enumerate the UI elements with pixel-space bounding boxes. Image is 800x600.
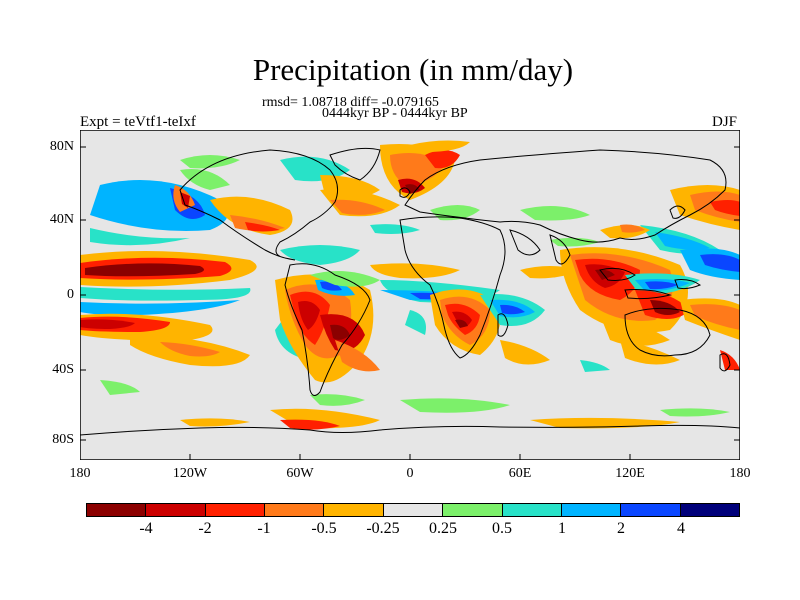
colorbar-label: 2 (617, 520, 625, 537)
season-label: DJF (712, 114, 738, 130)
lat-label-0: 0 (67, 287, 74, 302)
lon-label-60e: 60E (508, 466, 532, 481)
lat-label-40s: 40S (52, 362, 74, 377)
colorbar-swatch (324, 504, 384, 516)
colorbar-label: 0.5 (492, 520, 512, 537)
rmsd-diff-stats: rmsd= 1.08718 diff= -0.079165 (262, 95, 439, 110)
colorbar-swatch (383, 504, 444, 516)
experiment-label: Expt = teVtf1-teIxf (80, 114, 196, 130)
colorbar-label: -0.5 (311, 520, 337, 537)
colorbar-label: 4 (677, 520, 685, 537)
colorbar-swatch (443, 504, 503, 516)
lat-label-40n: 40N (49, 212, 74, 227)
lat-label-80n: 80N (49, 139, 74, 154)
period-label: 0444kyr BP - 0444kyr BP (322, 106, 468, 121)
precipitation-map (80, 130, 740, 460)
colorbar-swatch (265, 504, 325, 516)
lat-label-80s: 80S (52, 432, 74, 447)
lon-label-120e: 120E (615, 466, 645, 481)
colorbar-label: -1 (257, 520, 271, 537)
plot-title: Precipitation (in mm/day) (252, 52, 574, 87)
colorbar-swatch (561, 504, 622, 516)
lon-label-120w: 120W (172, 466, 208, 481)
precipitation-anomaly-fields (80, 140, 740, 430)
colorbar-label: -2 (198, 520, 212, 537)
colorbar-swatch (621, 504, 681, 516)
coastlines (80, 147, 740, 436)
lon-ticks (189, 454, 631, 460)
colorbar-swatch (146, 504, 206, 516)
colorbar-swatch (502, 504, 562, 516)
lon-label-180e: 180 (729, 466, 751, 481)
colorbar-swatch (205, 504, 266, 516)
colorbar-label: 0.25 (429, 520, 457, 537)
colorbar-swatch (87, 504, 147, 516)
colorbar-label: -4 (139, 520, 153, 537)
lon-label-0: 0 (406, 466, 414, 481)
colorbar-label: 1 (558, 520, 566, 537)
colorbar-label: -0.25 (366, 520, 400, 537)
colorbar (86, 503, 740, 517)
lon-label-180w: 180 (69, 466, 91, 481)
lat-ticks (80, 146, 740, 441)
colorbar-swatch (680, 504, 739, 516)
lon-label-60w: 60W (286, 466, 314, 481)
